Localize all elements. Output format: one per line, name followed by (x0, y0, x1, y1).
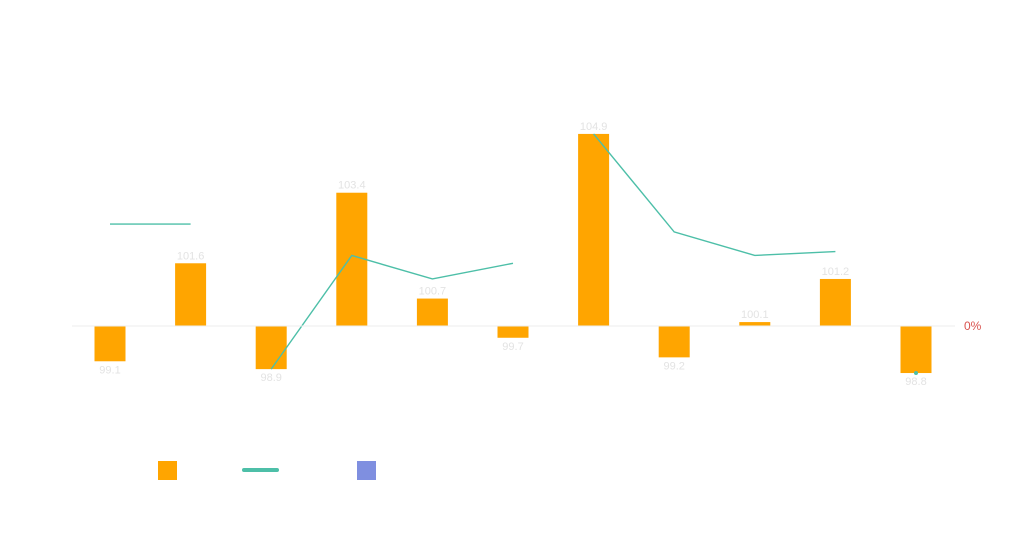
bar-7[interactable] (658, 326, 690, 358)
bar-10[interactable] (900, 326, 932, 374)
bar-value-label-6: 104.9 (580, 121, 608, 133)
bar-value-label-10: 98.8 (905, 376, 926, 388)
bar-value-label-2: 98.9 (260, 372, 281, 384)
bar-value-label-3: 103.4 (338, 180, 366, 192)
line-segment-1[interactable] (270, 254, 514, 370)
legend[interactable] (158, 461, 376, 480)
bar-value-label-7: 99.2 (663, 360, 684, 372)
bar-1[interactable] (175, 263, 207, 326)
bar-2[interactable] (255, 326, 287, 370)
bar-3[interactable] (336, 192, 368, 326)
bar-value-label-4: 100.7 (419, 286, 447, 298)
bar-value-label-0: 99.1 (99, 364, 120, 376)
legend-swatch-1[interactable] (242, 468, 279, 472)
line-segment-2[interactable] (593, 133, 836, 257)
bar-8[interactable] (739, 322, 771, 326)
legend-swatch-0[interactable] (158, 461, 177, 480)
plot-area: 99.1 101.6 98.9 103.4 100.7 99.7 104.9 99.2 100.… (94, 121, 932, 388)
line-point-3[interactable] (914, 371, 918, 376)
bar-value-label-8: 100.1 (741, 309, 769, 321)
bar-4[interactable] (416, 298, 448, 326)
bar-value-label-1: 101.6 (177, 250, 205, 262)
bar-value-label-9: 101.2 (822, 266, 850, 278)
bar-5[interactable] (497, 326, 529, 338)
legend-swatch-2[interactable] (357, 461, 376, 480)
bar-value-label-5: 99.7 (502, 341, 523, 353)
bar-0[interactable] (94, 326, 126, 362)
bar-6[interactable] (578, 133, 610, 326)
zero-axis-label: 0% (964, 319, 982, 333)
bar-9[interactable] (819, 278, 851, 326)
